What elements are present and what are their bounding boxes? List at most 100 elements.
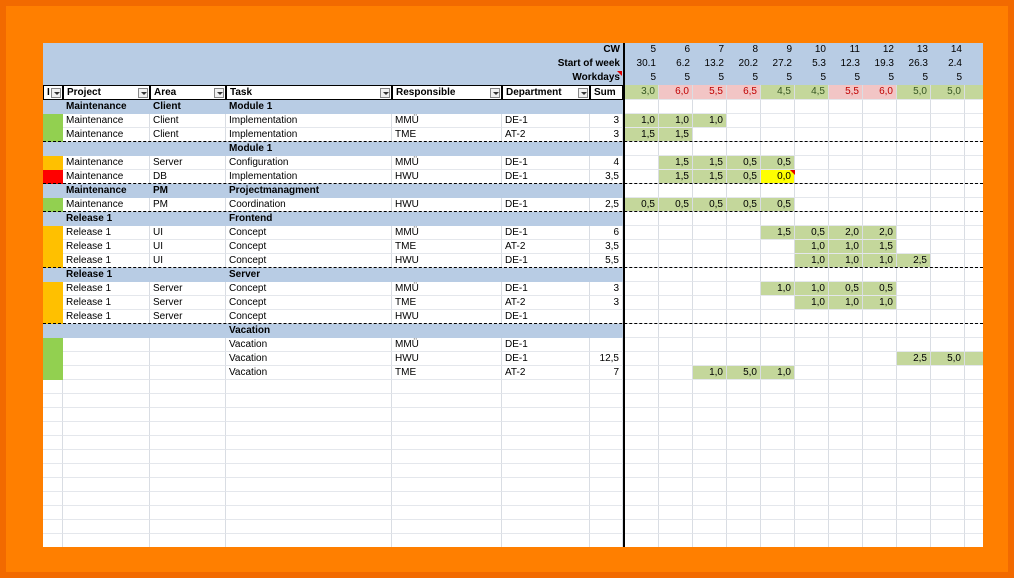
week-cell[interactable] [795,184,829,198]
cell-resp[interactable]: MMÜ [392,156,502,170]
week-cell[interactable] [965,366,983,380]
empty-cell[interactable] [931,534,965,547]
empty-cell[interactable] [897,534,931,547]
week-cell[interactable]: 5,0 [931,352,965,366]
week-cell[interactable] [761,268,795,282]
week-cell[interactable] [795,198,829,212]
week-cell[interactable]: 0,5 [625,198,659,212]
week-cell[interactable] [829,100,863,114]
empty-cell[interactable] [693,520,727,534]
empty-cell[interactable] [727,394,761,408]
cell-resp[interactable]: TME [392,240,502,254]
empty-cell[interactable] [226,380,392,394]
week-cell[interactable]: 1,0 [829,254,863,268]
week-cell[interactable] [659,142,693,156]
cell-resp[interactable]: TME [392,128,502,142]
empty-cell[interactable] [502,534,590,547]
empty-cell[interactable] [727,408,761,422]
week-cell[interactable] [965,128,983,142]
empty-cell[interactable] [931,520,965,534]
week-cell[interactable] [659,366,693,380]
week-cell[interactable] [727,268,761,282]
empty-cell[interactable] [625,408,659,422]
cell-project[interactable]: Release 1 [63,226,150,240]
cell-task[interactable]: Concept [226,240,392,254]
week-cell[interactable]: 1,5 [863,240,897,254]
empty-cell[interactable] [829,534,863,547]
empty-cell[interactable] [659,450,693,464]
week-cell[interactable] [761,240,795,254]
empty-cell[interactable] [63,380,150,394]
empty-cell[interactable] [659,408,693,422]
week-cell[interactable] [965,226,983,240]
empty-cell[interactable] [829,492,863,506]
empty-cell[interactable] [659,436,693,450]
empty-cell[interactable] [795,534,829,547]
cell-project[interactable]: Release 1 [63,240,150,254]
filter-dropdown-icon[interactable] [51,88,61,98]
cell-project[interactable]: Release 1 [63,254,150,268]
empty-cell[interactable] [693,464,727,478]
spreadsheet-grid[interactable]: CW Start of week Workdays 5 30.1 5 6 6.2 5 7 13.2 5… [43,43,983,547]
cell-dept[interactable]: AT-2 [502,240,590,254]
empty-cell[interactable] [502,506,590,520]
empty-cell[interactable] [897,394,931,408]
empty-cell[interactable] [590,464,623,478]
cell-area[interactable]: Server [150,156,226,170]
empty-cell[interactable] [863,380,897,394]
empty-cell[interactable] [150,464,226,478]
empty-cell[interactable] [625,492,659,506]
week-cell[interactable] [897,310,931,324]
empty-cell[interactable] [63,506,150,520]
empty-cell[interactable] [761,492,795,506]
cell-sum[interactable]: 5,5 [590,254,623,268]
week-cell[interactable] [897,226,931,240]
empty-cell[interactable] [63,422,150,436]
week-cell[interactable]: 1,0 [761,282,795,296]
cell-dept[interactable]: DE-1 [502,310,590,324]
cell-dept[interactable]: DE-1 [502,282,590,296]
column-header-project[interactable]: Project [63,85,150,100]
empty-cell[interactable] [625,394,659,408]
week-cell[interactable] [625,156,659,170]
week-cell[interactable] [693,324,727,338]
empty-cell[interactable] [693,422,727,436]
empty-cell[interactable] [625,520,659,534]
week-cell[interactable] [625,226,659,240]
week-cell[interactable]: 1,5 [625,128,659,142]
week-cell[interactable] [931,184,965,198]
week-cell[interactable] [795,212,829,226]
empty-cell[interactable] [502,394,590,408]
week-cell[interactable]: 1,0 [829,240,863,254]
empty-cell[interactable] [727,520,761,534]
cell-dept[interactable]: DE-1 [502,156,590,170]
week-cell[interactable] [965,240,983,254]
empty-cell[interactable] [897,380,931,394]
week-cell[interactable] [897,184,931,198]
week-cell[interactable] [625,310,659,324]
empty-cell[interactable] [502,464,590,478]
empty-cell[interactable] [897,436,931,450]
week-cell[interactable] [829,310,863,324]
week-cell[interactable] [931,296,965,310]
week-cell[interactable] [625,170,659,184]
cell-dept[interactable]: DE-1 [502,226,590,240]
week-cell[interactable] [727,240,761,254]
week-cell[interactable] [659,352,693,366]
empty-cell[interactable] [625,534,659,547]
empty-cell[interactable] [693,478,727,492]
week-cell[interactable] [693,128,727,142]
week-cell[interactable] [761,114,795,128]
empty-cell[interactable] [63,436,150,450]
cell-area[interactable]: Server [150,296,226,310]
empty-cell[interactable] [795,394,829,408]
week-cell[interactable]: 1,5 [659,128,693,142]
empty-cell[interactable] [150,408,226,422]
empty-cell[interactable] [761,534,795,547]
empty-cell[interactable] [226,506,392,520]
empty-cell[interactable] [693,394,727,408]
week-cell[interactable] [829,128,863,142]
week-cell[interactable] [795,156,829,170]
empty-cell[interactable] [625,380,659,394]
week-cell[interactable] [897,198,931,212]
